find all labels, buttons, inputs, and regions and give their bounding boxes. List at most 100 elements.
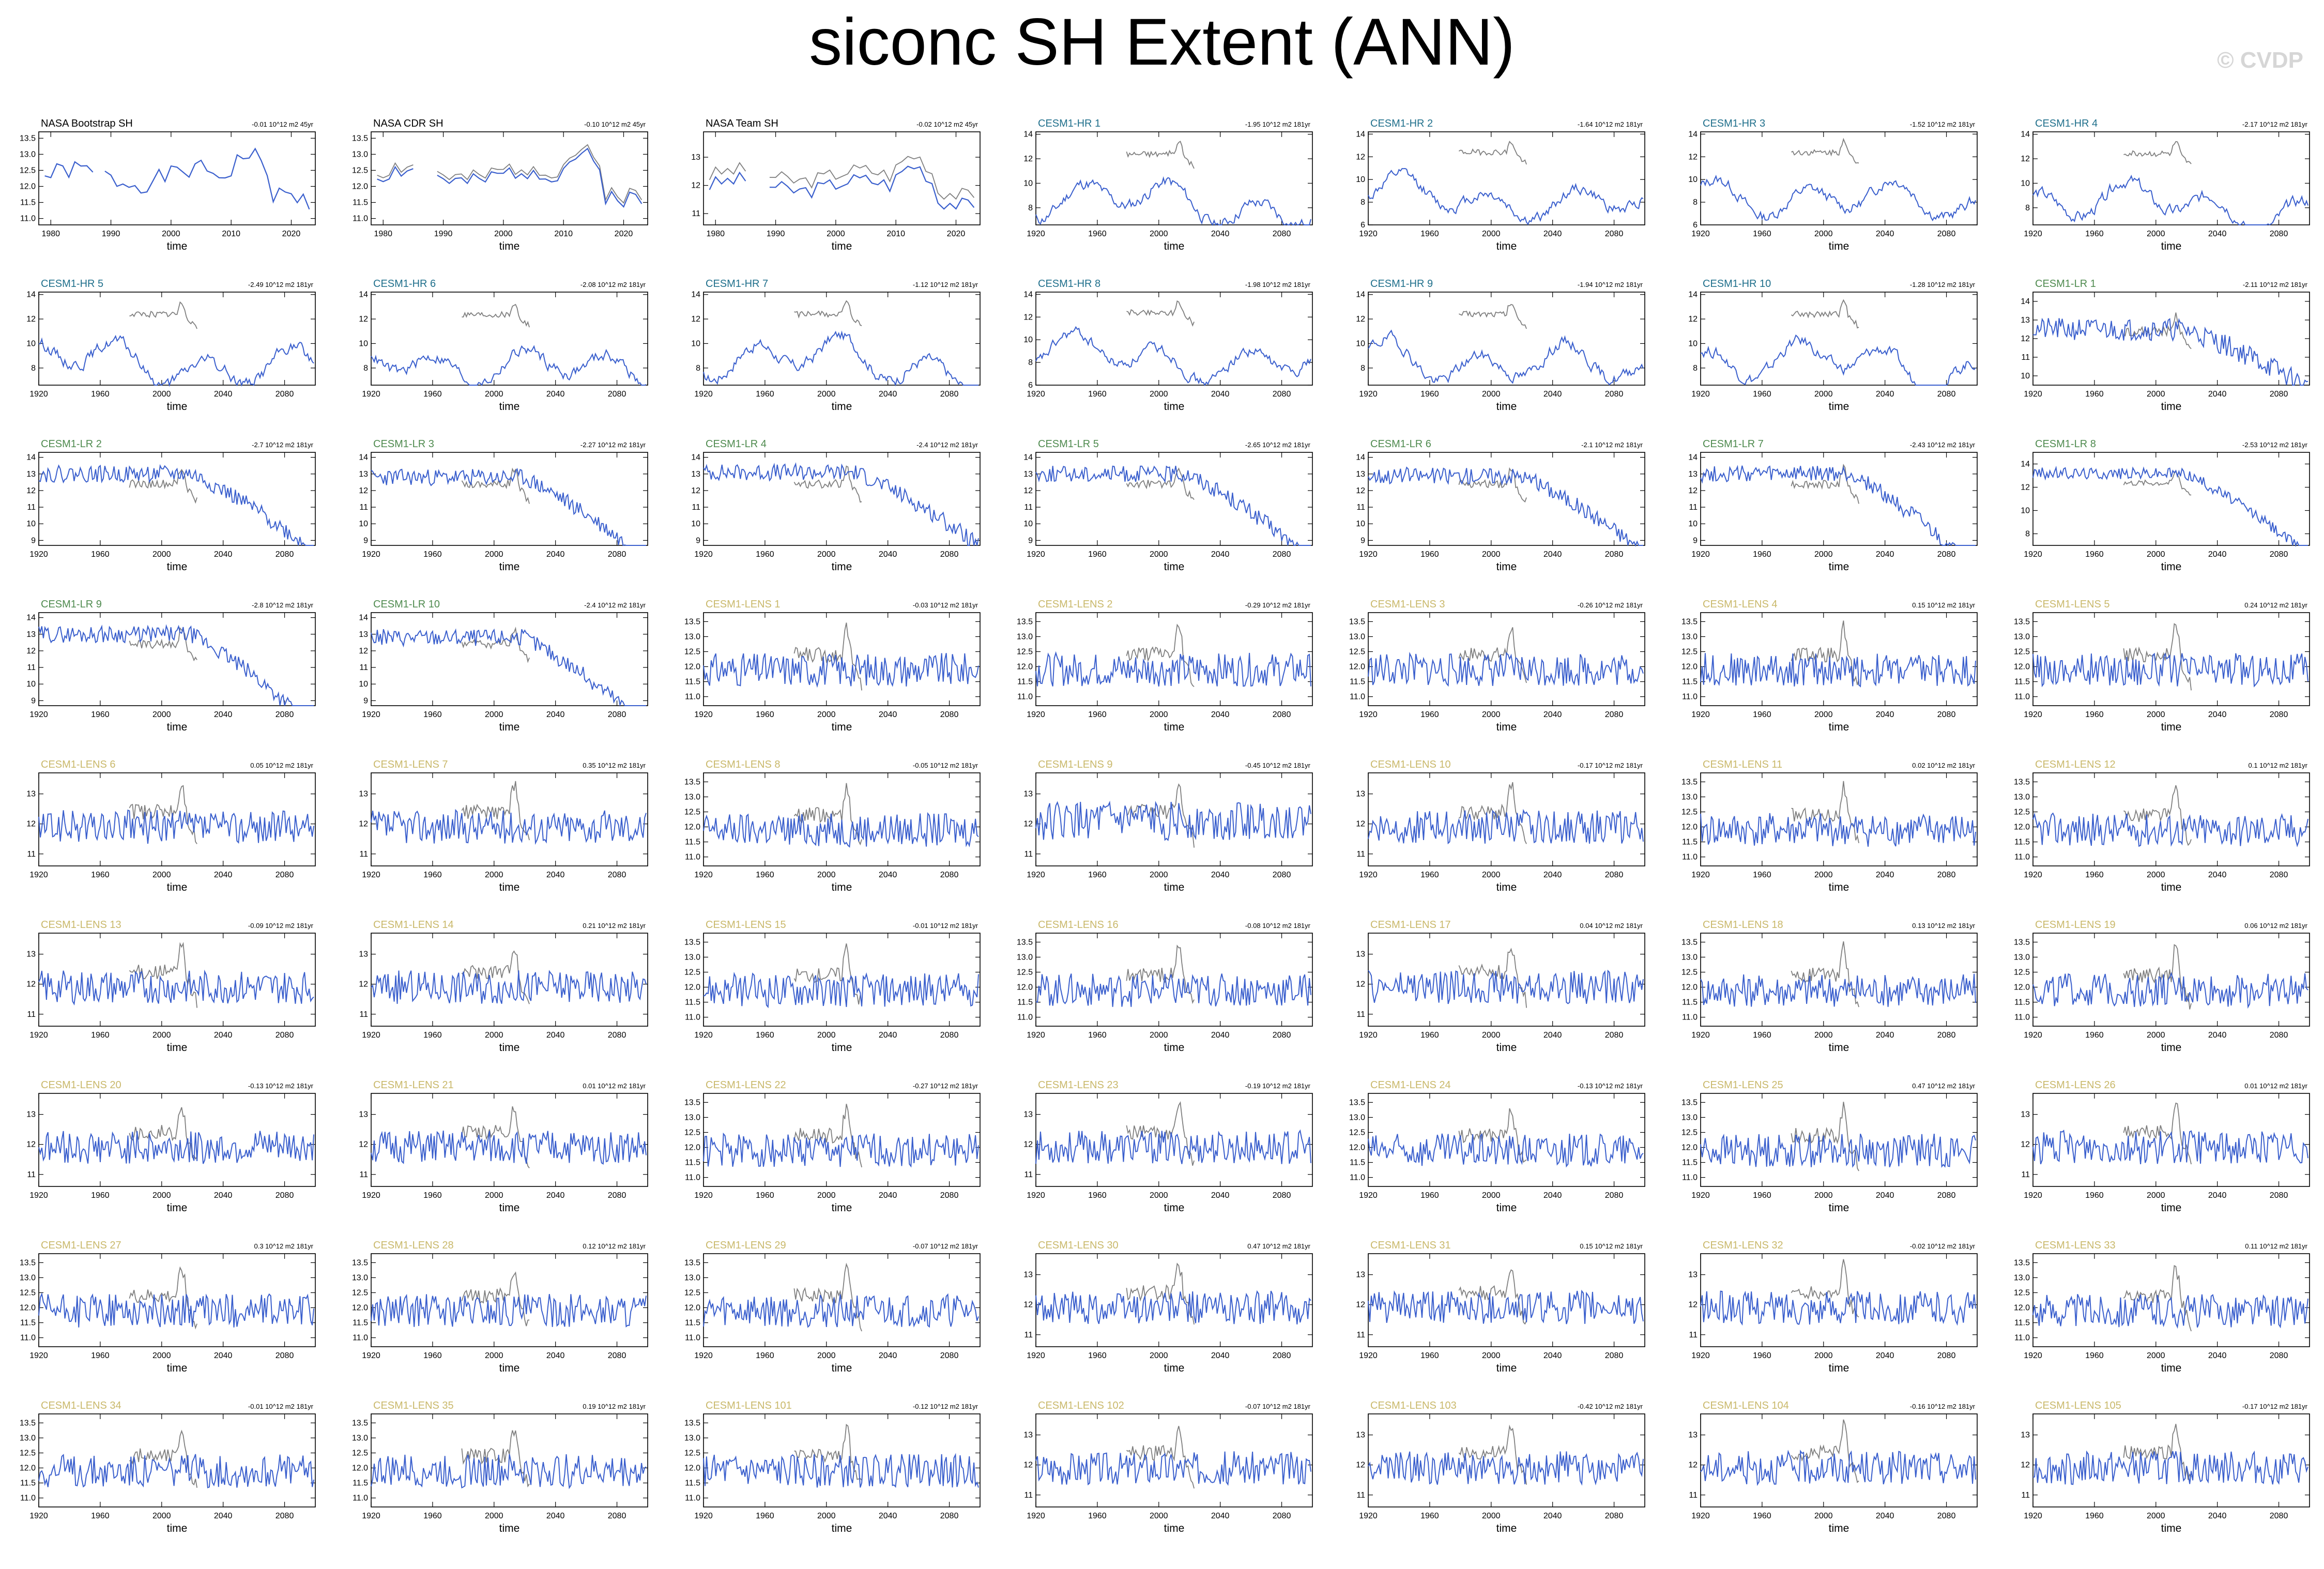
x-axis-label: time [167, 561, 188, 573]
y-tick-label: 6 [1360, 221, 1365, 230]
x-axis-label: time [499, 881, 520, 893]
y-tick-label: 13.0 [2014, 793, 2030, 801]
y-tick-label: 13 [1356, 470, 1365, 479]
x-tick-label: 2000 [162, 230, 180, 238]
x-tick-label: 1960 [1088, 230, 1107, 238]
x-tick-label: 2000 [827, 230, 845, 238]
x-tick-label: 2040 [1876, 550, 1894, 559]
panel: CESM1-LENS 3 -0.26 10^12 m2 181yr 11.0 11.5… [1349, 599, 1645, 733]
y-tick-label: 10 [691, 520, 700, 528]
x-tick-label: 2040 [2208, 871, 2227, 879]
y-tick-label: 14 [26, 453, 36, 462]
panel-trend: -1.28 10^12 m2 181yr [1910, 281, 1976, 288]
plot-frame [1035, 612, 1313, 706]
y-tick-label: 13.5 [20, 1258, 36, 1267]
model-series-line [38, 464, 314, 546]
panel-title: CESM1-LENS 13 [41, 919, 121, 931]
y-tick-label: 11.5 [353, 1479, 368, 1488]
plot-frame [371, 452, 648, 546]
panel: CESM1-LR 3 -2.27 10^12 m2 181yr 9 10 11 12 13 1… [359, 438, 648, 573]
obs-series-line [1126, 141, 1195, 169]
obs-series-line [1126, 945, 1195, 1004]
panel-title: CESM1-HR 6 [373, 278, 436, 290]
x-axis-label: time [167, 1362, 188, 1374]
panel: CESM1-LENS 25 0.47 10^12 m2 181yr 11.0 11.5… [1681, 1079, 1978, 1214]
panel-trend: -0.42 10^12 m2 181yr [1578, 1403, 1643, 1410]
x-axis-label: time [832, 1362, 852, 1374]
x-tick-label: 2080 [276, 1031, 294, 1040]
x-tick-label: 1960 [91, 1031, 110, 1040]
y-tick-label: 13.0 [352, 1273, 368, 1282]
x-tick-label: 2000 [2147, 390, 2165, 399]
x-axis-label: time [167, 1202, 188, 1214]
x-tick-label: 2040 [1211, 230, 1230, 238]
y-tick-label: 8 [1028, 358, 1033, 367]
y-tick-label: 12.0 [20, 182, 36, 191]
plot-frame [38, 933, 316, 1027]
x-tick-label: 2000 [485, 1031, 503, 1040]
panel-title: CESM1-HR 8 [1038, 278, 1100, 290]
x-tick-label: 2000 [1814, 1351, 1833, 1360]
y-tick-label: 13.5 [684, 938, 700, 947]
x-tick-label: 2000 [817, 550, 836, 559]
x-tick-label: 2080 [1937, 710, 1956, 719]
x-axis-label: time [167, 1042, 188, 1054]
y-tick-label: 11 [359, 850, 368, 859]
x-tick-label: 2040 [2208, 1351, 2227, 1360]
y-tick-label: 12 [26, 980, 36, 989]
x-tick-label: 2040 [879, 1351, 897, 1360]
x-tick-label: 2000 [1150, 710, 1168, 719]
x-tick-label: 1960 [756, 390, 774, 399]
x-tick-label: 2000 [2147, 871, 2165, 879]
y-tick-label: 13.5 [352, 134, 368, 143]
panel-title: NASA Bootstrap SH [41, 118, 133, 129]
x-tick-label: 2000 [152, 1191, 171, 1200]
y-tick-label: 12 [359, 1140, 368, 1149]
y-tick-label: 12 [359, 820, 368, 829]
panel-title: CESM1-LENS 31 [1370, 1240, 1451, 1251]
model-series-line [1035, 1129, 1311, 1164]
x-tick-label: 1920 [29, 550, 48, 559]
x-tick-label: 2040 [1543, 390, 1562, 399]
x-tick-label: 2080 [1937, 1351, 1956, 1360]
y-tick-label: 11.5 [685, 998, 700, 1007]
x-tick-label: 2080 [608, 1191, 626, 1200]
panel: CESM1-HR 3 -1.52 10^12 m2 181yr 6 8 10 12 14 19… [1688, 118, 1978, 252]
model-series-line [703, 971, 979, 1009]
panel-trend: -0.45 10^12 m2 181yr [1245, 761, 1311, 769]
panel-trend: 0.05 10^12 m2 181yr [250, 761, 313, 769]
panel-title: NASA CDR SH [373, 118, 444, 129]
panel: CESM1-LENS 33 0.11 10^12 m2 181yr 11.0 11.5… [2014, 1240, 2310, 1374]
panel: CESM1-LENS 24 -0.13 10^12 m2 181yr 11.0 11.… [1349, 1079, 1645, 1214]
y-tick-label: 11.0 [353, 215, 368, 223]
x-tick-label: 2080 [2270, 871, 2288, 879]
x-tick-label: 2040 [1543, 550, 1562, 559]
y-tick-label: 13 [26, 950, 36, 959]
panel-trend: -0.27 10^12 m2 181yr [913, 1082, 978, 1090]
plot-frame [703, 1413, 981, 1507]
y-tick-label: 12.5 [352, 166, 368, 175]
x-axis-label: time [167, 721, 188, 733]
x-tick-label: 1920 [2024, 550, 2042, 559]
x-tick-label: 1960 [756, 871, 774, 879]
panel-title: CESM1-LENS 14 [373, 919, 454, 931]
plot-frame [703, 1093, 981, 1187]
x-tick-label: 1960 [423, 1351, 442, 1360]
obs-series-line [129, 301, 197, 329]
x-tick-label: 2080 [940, 710, 959, 719]
x-tick-label: 2040 [546, 390, 565, 399]
y-tick-label: 12 [2021, 334, 2030, 343]
panel-title: CESM1-LENS 29 [706, 1240, 786, 1251]
y-tick-label: 12.0 [684, 983, 700, 992]
panel: NASA CDR SH -0.10 10^12 m2 45yr 11.0 11.5 12… [352, 118, 648, 252]
x-tick-label: 2040 [1543, 1351, 1562, 1360]
model-series-line [1035, 800, 1311, 842]
y-tick-label: 9 [363, 696, 368, 705]
y-tick-label: 13.5 [1681, 617, 1698, 626]
x-tick-label: 2010 [222, 230, 240, 238]
panel-trend: 0.1 10^12 m2 181yr [2248, 761, 2307, 769]
model-series-line [2032, 1294, 2308, 1329]
model-series-line [377, 147, 643, 208]
model-series-line [1368, 809, 1644, 845]
panel: CESM1-LENS 102 -0.07 10^12 m2 181yr 11 12 13… [1023, 1400, 1313, 1534]
